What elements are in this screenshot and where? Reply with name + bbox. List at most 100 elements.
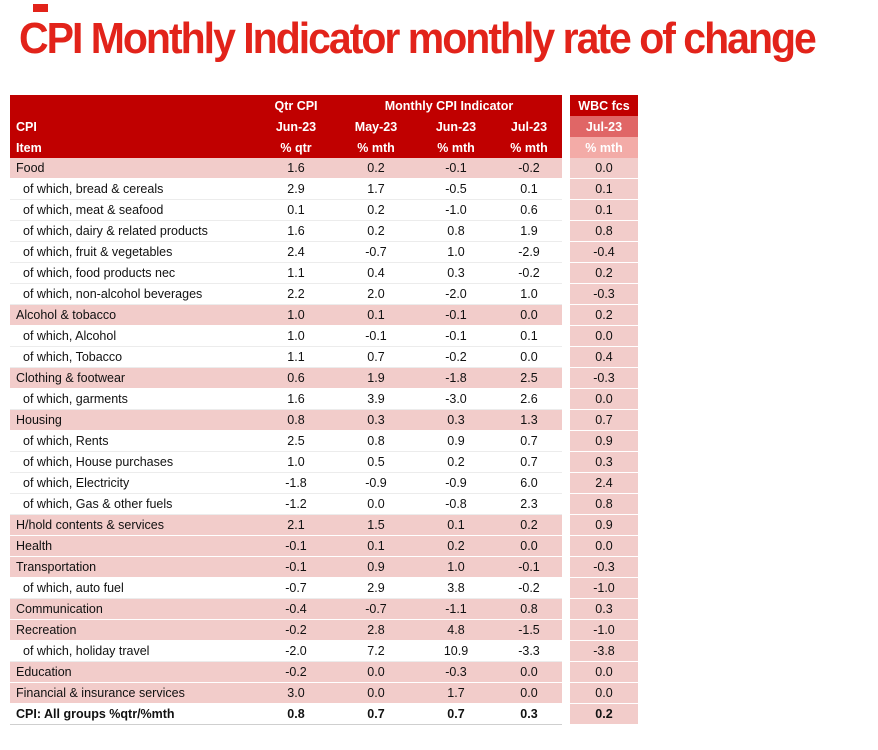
row-value-wbc: 0.8 [570,220,638,242]
row-value: 1.7 [416,682,496,704]
column-gap [562,178,570,200]
row-value: 0.7 [336,346,416,368]
column-gap [562,682,570,704]
table-row: Housing 0.8 0.3 0.3 1.3 0.7 [10,409,638,431]
cpi-table: Qtr CPI Monthly CPI Indicator WBC fcs CP… [10,95,638,725]
column-gap [562,241,570,263]
row-value: 0.8 [416,220,496,242]
row-label: of which, Alcohol [10,325,256,347]
row-value: 1.0 [416,241,496,263]
row-label: Financial & insurance services [10,682,256,704]
row-value: 0.1 [416,514,496,536]
row-value-wbc: -0.3 [570,367,638,389]
row-label: Recreation [10,619,256,641]
row-value: -3.0 [416,388,496,410]
header-monthly-cpi-indicator: Monthly CPI Indicator [336,95,562,116]
row-value: -0.2 [496,262,562,284]
table-row: Recreation -0.2 2.8 4.8 -1.5 -1.0 [10,619,638,641]
row-value: -0.8 [416,493,496,515]
row-value: 1.0 [256,451,336,473]
row-value: 2.8 [336,619,416,641]
row-value: 0.0 [496,661,562,683]
row-label: of which, Rents [10,430,256,452]
row-value: 3.0 [256,682,336,704]
row-value: 2.9 [336,577,416,599]
row-value: 1.0 [496,283,562,305]
row-value: 1.6 [256,158,336,179]
row-value-wbc: 0.3 [570,451,638,473]
header-period-jun23: Jun-23 [416,116,496,137]
row-value: -0.9 [336,472,416,494]
row-value: -0.1 [336,325,416,347]
row-value: -0.2 [256,619,336,641]
row-value: -0.1 [496,556,562,578]
row-label: of which, dairy & related products [10,220,256,242]
row-value: 0.1 [496,178,562,200]
row-value: 0.2 [336,199,416,221]
row-value-wbc: 0.9 [570,514,638,536]
row-value: -1.0 [416,199,496,221]
row-label: of which, non-alcohol beverages [10,283,256,305]
row-label: Clothing & footwear [10,367,256,389]
row-value: 0.1 [336,535,416,557]
row-value: 2.3 [496,493,562,515]
row-value: 1.3 [496,409,562,431]
table-row: of which, Rents 2.5 0.8 0.9 0.7 0.9 [10,430,638,452]
column-gap [562,116,570,137]
table-row: of which, non-alcohol beverages 2.2 2.0 … [10,283,638,305]
row-value: 2.2 [256,283,336,305]
row-label: Food [10,158,256,179]
table-row: Alcohol & tobacco 1.0 0.1 -0.1 0.0 0.2 [10,304,638,326]
row-value: 0.6 [256,367,336,389]
column-gap [562,283,570,305]
row-value-wbc: 0.0 [570,158,638,179]
row-value: 7.2 [336,640,416,662]
row-label: H/hold contents & services [10,514,256,536]
table-row: of which, garments 1.6 3.9 -3.0 2.6 0.0 [10,388,638,410]
row-value: 0.1 [256,199,336,221]
table-row: of which, meat & seafood 0.1 0.2 -1.0 0.… [10,199,638,221]
row-value: 2.4 [256,241,336,263]
row-value: 2.5 [496,367,562,389]
row-value: 1.0 [416,556,496,578]
row-value: 0.1 [496,325,562,347]
row-value: 2.6 [496,388,562,410]
row-label: of which, meat & seafood [10,199,256,221]
column-gap [562,556,570,578]
row-label: of which, fruit & vegetables [10,241,256,263]
row-value: 0.0 [496,535,562,557]
row-value: 2.0 [336,283,416,305]
row-value: 0.2 [496,514,562,536]
row-value: -1.8 [416,367,496,389]
row-value: 0.2 [336,158,416,179]
row-value: 0.8 [336,430,416,452]
header-group-row: Qtr CPI Monthly CPI Indicator WBC fcs [10,95,638,116]
row-label: of which, bread & cereals [10,178,256,200]
row-value: 1.9 [496,220,562,242]
row-value: 0.0 [496,682,562,704]
row-value: 0.0 [496,304,562,326]
row-value: 0.1 [336,304,416,326]
row-value-wbc: 0.1 [570,199,638,221]
table-row: Communication -0.4 -0.7 -1.1 0.8 0.3 [10,598,638,620]
row-value-wbc: 0.3 [570,598,638,620]
row-value: 10.9 [416,640,496,662]
row-label: of which, House purchases [10,451,256,473]
column-gap [562,619,570,641]
header-unit-mth-1: % mth [336,137,416,158]
row-value-wbc: 2.4 [570,472,638,494]
column-gap [562,388,570,410]
row-label: of which, food products nec [10,262,256,284]
column-gap [562,430,570,452]
column-gap [562,304,570,326]
row-value: 1.6 [256,388,336,410]
row-value: 0.9 [416,430,496,452]
column-gap [562,661,570,683]
row-value: 0.0 [336,682,416,704]
table-row: of which, fruit & vegetables 2.4 -0.7 1.… [10,241,638,263]
row-value-wbc: 0.0 [570,325,638,347]
row-value: 0.7 [496,430,562,452]
header-unit-mth-3: % mth [496,137,562,158]
column-gap [562,199,570,221]
